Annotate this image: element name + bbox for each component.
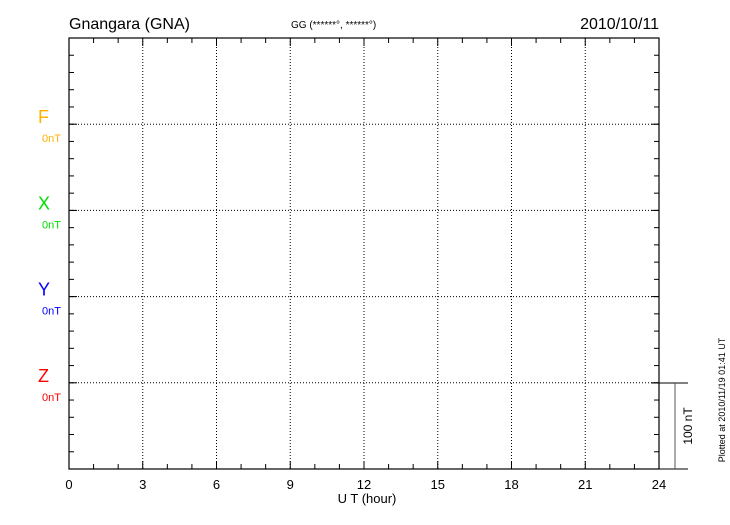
x-tick-label: 15 <box>431 477 445 492</box>
series-offset-z: 0nT <box>42 392 61 404</box>
coordinates-label: GG (******°, ******°) <box>291 20 376 31</box>
station-title: Gnangara (GNA) <box>69 16 190 33</box>
x-tick-label: 18 <box>504 477 518 492</box>
series-name-x: X <box>38 193 50 213</box>
axes: 0 3 6 9 12 15 18 21 24 <box>65 37 666 492</box>
series-name-y: Y <box>38 280 50 300</box>
x-tick-label: 24 <box>652 477 666 492</box>
series-labels: F 0nT X 0nT Y 0nT Z 0nT <box>38 107 61 404</box>
plot-frame <box>68 37 660 470</box>
grid <box>69 38 659 469</box>
x-tick-label: 21 <box>578 477 592 492</box>
x-tick-label: 12 <box>357 477 371 492</box>
plotted-timestamp: Plotted at 2010/11/19 01:41 UT <box>717 337 727 462</box>
scale-bar: 100 nT <box>652 382 695 470</box>
series-name-z: Z <box>38 366 49 386</box>
x-tick-label: 3 <box>139 477 146 492</box>
x-tick-label: 0 <box>65 477 72 492</box>
series-offset-x: 0nT <box>42 219 61 231</box>
date-label: 2010/10/11 <box>580 16 659 33</box>
x-tick-label: 6 <box>213 477 220 492</box>
series-offset-f: 0nT <box>42 133 61 145</box>
series-name-f: F <box>38 107 49 127</box>
x-tick-label: 9 <box>287 477 294 492</box>
x-axis-label: U T (hour) <box>338 491 397 506</box>
series-offset-y: 0nT <box>42 306 61 318</box>
scale-bar-label: 100 nT <box>681 407 695 445</box>
